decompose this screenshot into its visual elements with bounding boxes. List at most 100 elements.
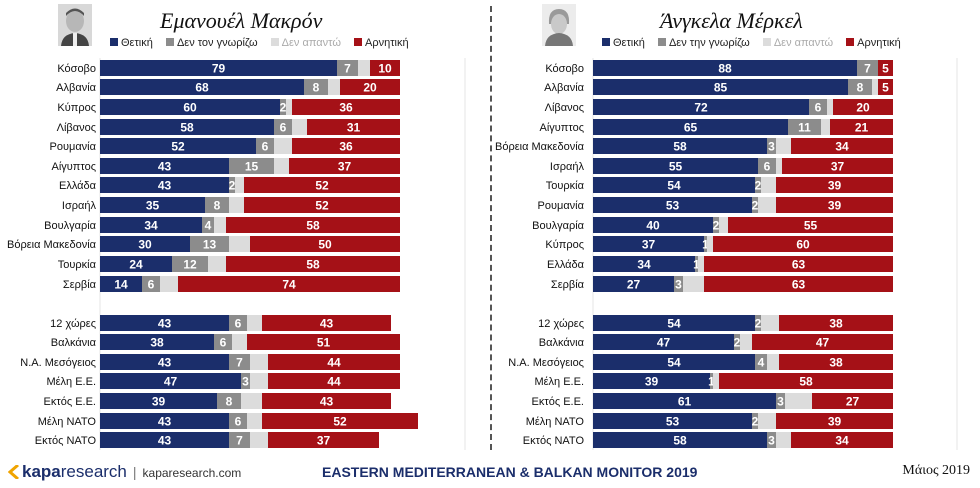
merkel-data-label: 2: [713, 219, 720, 233]
merkel-bar-no-answer: [761, 177, 776, 193]
merkel-data-label: 39: [828, 199, 842, 213]
merkel-bar-negative: [776, 197, 893, 213]
merkel-data-label: 58: [673, 434, 687, 448]
macron-bar-negative: [292, 99, 400, 115]
macron-bar-positive: [100, 60, 337, 76]
merkel-bar-no-answer: [707, 236, 713, 252]
macron-legend: Θετική Δεν τον γνωρίζω Δεν απαντώ Αρνητι…: [110, 37, 419, 49]
merkel-category-label: Μέλη ΝΑΤΟ: [526, 416, 585, 428]
macron-bar-unknown: [190, 236, 229, 252]
macron-bar-unknown: [202, 217, 214, 233]
macron-bar-negative: [244, 197, 400, 213]
macron-data-label: 39: [152, 395, 166, 409]
macron-data-label: 44: [327, 375, 341, 389]
merkel-bar-negative: [704, 256, 893, 272]
merkel-category-label: Ισραήλ: [550, 161, 585, 173]
merkel-category-label: Κόσοβο: [545, 63, 584, 75]
merkel-bar-unknown: [755, 354, 767, 370]
merkel-bar-no-answer: [683, 276, 704, 292]
macron-data-label: 2: [280, 101, 287, 115]
merkel-data-label: 88: [718, 62, 732, 76]
merkel-bar-no-answer: [776, 138, 791, 154]
merkel-data-label: 2: [752, 199, 759, 213]
macron-bar-positive: [100, 432, 229, 448]
merkel-bar-no-answer: [767, 354, 779, 370]
macron-category-label: Εκτός ΝΑΤΟ: [35, 435, 97, 447]
merkel-bar-positive: [593, 432, 767, 448]
merkel-bar-unknown: [704, 236, 707, 252]
macron-data-label: 43: [158, 356, 172, 370]
logo-sub: research: [60, 462, 127, 481]
merkel-data-label: 2: [752, 415, 759, 429]
macron-bar-no-answer: [229, 197, 244, 213]
macron-category-label: Βουλγαρία: [44, 220, 97, 232]
merkel-category-label: Σερβία: [551, 279, 585, 291]
macron-data-label: 43: [158, 160, 172, 174]
merkel-bar-unknown: [767, 138, 776, 154]
merkel-data-label: 60: [796, 238, 810, 252]
merkel-data-label: 5: [882, 81, 889, 95]
macron-bar-no-answer: [250, 432, 268, 448]
merkel-bar-unknown: [674, 276, 683, 292]
macron-bar-no-answer: [250, 373, 268, 389]
legend-negative-label: Αρνητική: [364, 37, 409, 49]
macron-bar-no-answer: [328, 79, 340, 95]
merkel-bar-no-answer: [758, 197, 776, 213]
macron-bar-positive: [100, 177, 229, 193]
merkel-data-label: 7: [864, 62, 871, 76]
macron-data-label: 2: [229, 179, 236, 193]
merkel-bar-positive: [593, 197, 752, 213]
merkel-data-label: 34: [835, 434, 849, 448]
legend-negative-swatch: [353, 38, 362, 46]
macron-data-label: 6: [148, 278, 155, 292]
macron-data-label: 37: [338, 160, 352, 174]
macron-bar-no-answer: [241, 393, 262, 409]
merkel-data-label: 61: [678, 395, 692, 409]
macron-data-label: 52: [333, 415, 347, 429]
merkel-portrait: [542, 4, 576, 46]
macron-bar-negative: [226, 217, 400, 233]
macron-data-label: 51: [317, 336, 331, 350]
merkel-category-label: Ρουμανία: [538, 200, 585, 212]
footer-url[interactable]: kaparesearch.com: [142, 466, 242, 480]
macron-data-label: 43: [320, 317, 334, 331]
merkel-bar-unknown: [713, 217, 719, 233]
macron-data-label: 35: [146, 199, 160, 213]
macron-bar-unknown: [229, 177, 235, 193]
merkel-data-label: 11: [798, 121, 811, 135]
macron-category-label: Σερβία: [63, 279, 97, 291]
merkel-data-label: 37: [831, 160, 845, 174]
macron-bar-unknown: [304, 79, 328, 95]
merkel-data-label: 34: [637, 258, 651, 272]
macron-bar-negative: [250, 236, 400, 252]
legend-no-answer: Δεν απαντώ: [270, 37, 341, 49]
merkel-data-label: 47: [816, 336, 830, 350]
merkel-data-label: 63: [792, 258, 806, 272]
macron-bar-unknown: [142, 276, 160, 292]
merkel-category-label: Λίβανος: [545, 102, 584, 114]
macron-title: Εμανουέλ Μακρόν: [160, 8, 323, 33]
merkel-bar-no-answer: [713, 373, 719, 389]
merkel-bar-no-answer: [827, 99, 833, 115]
macron-category-label: Αλβανία: [56, 82, 96, 94]
merkel-category-label: Βουλγαρία: [532, 220, 585, 232]
merkel-bar-negative: [776, 177, 893, 193]
macron-bar-no-answer: [286, 99, 292, 115]
macron-bar-no-answer: [229, 236, 250, 252]
macron-data-label: 36: [339, 140, 353, 154]
merkel-data-label: 63: [792, 278, 806, 292]
macron-data-label: 58: [306, 258, 320, 272]
merkel-bar-no-answer: [776, 432, 791, 448]
macron-data-label: 7: [344, 62, 351, 76]
legend-unknown-swatch: [657, 38, 666, 46]
merkel-category-label: Βαλκάνια: [539, 337, 585, 349]
macron-bar-negative: [226, 256, 400, 272]
footer-date: Μάιος 2019: [902, 463, 970, 478]
macron-category-label: Βαλκάνια: [51, 337, 97, 349]
macron-bar-positive: [100, 138, 256, 154]
macron-bar-unknown: [229, 413, 247, 429]
macron-bar-no-answer: [208, 256, 226, 272]
macron-data-label: 7: [236, 356, 243, 370]
merkel-data-label: 54: [667, 179, 681, 193]
